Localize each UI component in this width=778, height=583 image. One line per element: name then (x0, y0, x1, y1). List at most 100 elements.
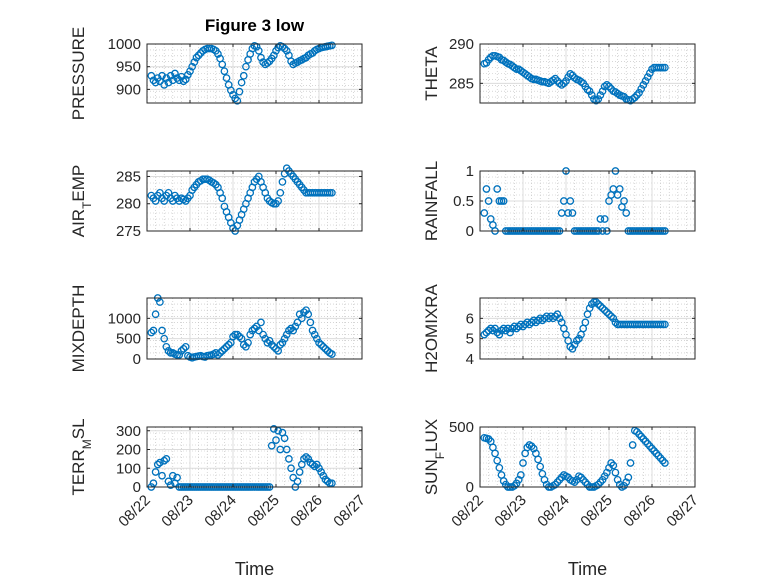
data-point (643, 439, 652, 448)
data-point (306, 318, 315, 327)
data-point (160, 80, 169, 89)
data-point (168, 471, 177, 480)
data-point (615, 480, 624, 489)
data-point (551, 480, 560, 489)
x-tick-label: 08/23 (491, 492, 530, 531)
data-point (598, 87, 607, 96)
data-point (233, 96, 242, 105)
data-point (319, 342, 328, 351)
data-point (650, 447, 659, 455)
data-point (568, 71, 577, 80)
data-point (615, 185, 624, 193)
data-point (302, 453, 310, 461)
data-point (328, 479, 336, 488)
data-point (315, 464, 323, 473)
data-point (310, 330, 319, 339)
x-tick-label: 08/27 (330, 492, 369, 531)
data-point (300, 308, 308, 317)
data-point (484, 435, 493, 443)
data-point (147, 71, 156, 80)
x-axis-label: Time (568, 559, 607, 579)
data-point (267, 340, 276, 349)
data-point (233, 330, 242, 339)
data-point (300, 455, 308, 463)
data-point (321, 344, 330, 353)
y-tick-label: 0 (133, 351, 141, 368)
data-point (661, 459, 669, 467)
y-axis-label: H2OMIXRA (422, 283, 441, 372)
data-point (263, 59, 272, 67)
data-point (484, 55, 493, 64)
data-point (269, 51, 278, 60)
data-point (310, 462, 319, 471)
data-point (602, 308, 611, 317)
data-point (628, 441, 637, 449)
data-point (231, 330, 239, 339)
data-point (265, 336, 274, 345)
data-point (315, 338, 323, 347)
data-point (480, 209, 489, 217)
axes-box (146, 43, 363, 104)
plot-area (480, 427, 695, 487)
data-point (164, 347, 173, 355)
y-axis-label: RAINFALL (422, 161, 441, 241)
axes-box (146, 426, 363, 488)
data-point (499, 197, 508, 205)
data-point (493, 185, 502, 193)
data-point (661, 63, 669, 72)
data-point (246, 330, 255, 339)
data-point (637, 84, 646, 93)
data-point (652, 449, 661, 458)
data-point (656, 63, 665, 72)
data-point (607, 312, 616, 321)
data-point (312, 334, 321, 343)
y-tick-label: 0 (466, 223, 474, 240)
data-point (175, 351, 184, 359)
data-point (164, 78, 173, 87)
x-tick-label: 08/22 (115, 492, 154, 531)
data-point (499, 324, 508, 333)
data-point (209, 179, 218, 187)
data-point (220, 67, 229, 76)
data-point (269, 425, 278, 433)
data-point (635, 430, 643, 439)
data-point (162, 74, 171, 82)
data-point (192, 53, 201, 62)
data-point (173, 74, 181, 82)
data-point (254, 46, 263, 55)
data-point (645, 69, 654, 77)
data-point (609, 461, 618, 470)
data-point (214, 351, 222, 359)
data-point (551, 312, 560, 321)
y-tick-label: 950 (116, 59, 141, 76)
data-point (218, 194, 227, 203)
data-point (568, 209, 577, 217)
x-tick-label: 08/26 (620, 492, 659, 531)
data-point (190, 58, 199, 67)
data-point (661, 320, 669, 329)
x-tick-label: 08/25 (244, 492, 283, 531)
data-point (162, 455, 171, 463)
x-tick-label: 08/23 (158, 492, 197, 531)
data-point (263, 338, 272, 347)
data-point (280, 334, 289, 343)
data-point (181, 75, 190, 84)
data-point (287, 324, 295, 333)
data-point (572, 336, 581, 345)
data-point (553, 77, 562, 85)
data-point (575, 334, 583, 343)
data-point (160, 456, 169, 465)
data-point (633, 91, 641, 99)
data-point (656, 320, 665, 329)
data-point (224, 340, 233, 349)
data-point (493, 328, 502, 337)
x-tick-label: 08/24 (534, 492, 573, 531)
data-point (312, 460, 321, 469)
data-point (276, 340, 285, 349)
data-point (540, 475, 549, 484)
data-point (592, 298, 600, 306)
y-tick-label: 5 (466, 331, 474, 348)
data-point (239, 71, 248, 80)
data-point (186, 67, 194, 76)
data-point (308, 460, 317, 469)
